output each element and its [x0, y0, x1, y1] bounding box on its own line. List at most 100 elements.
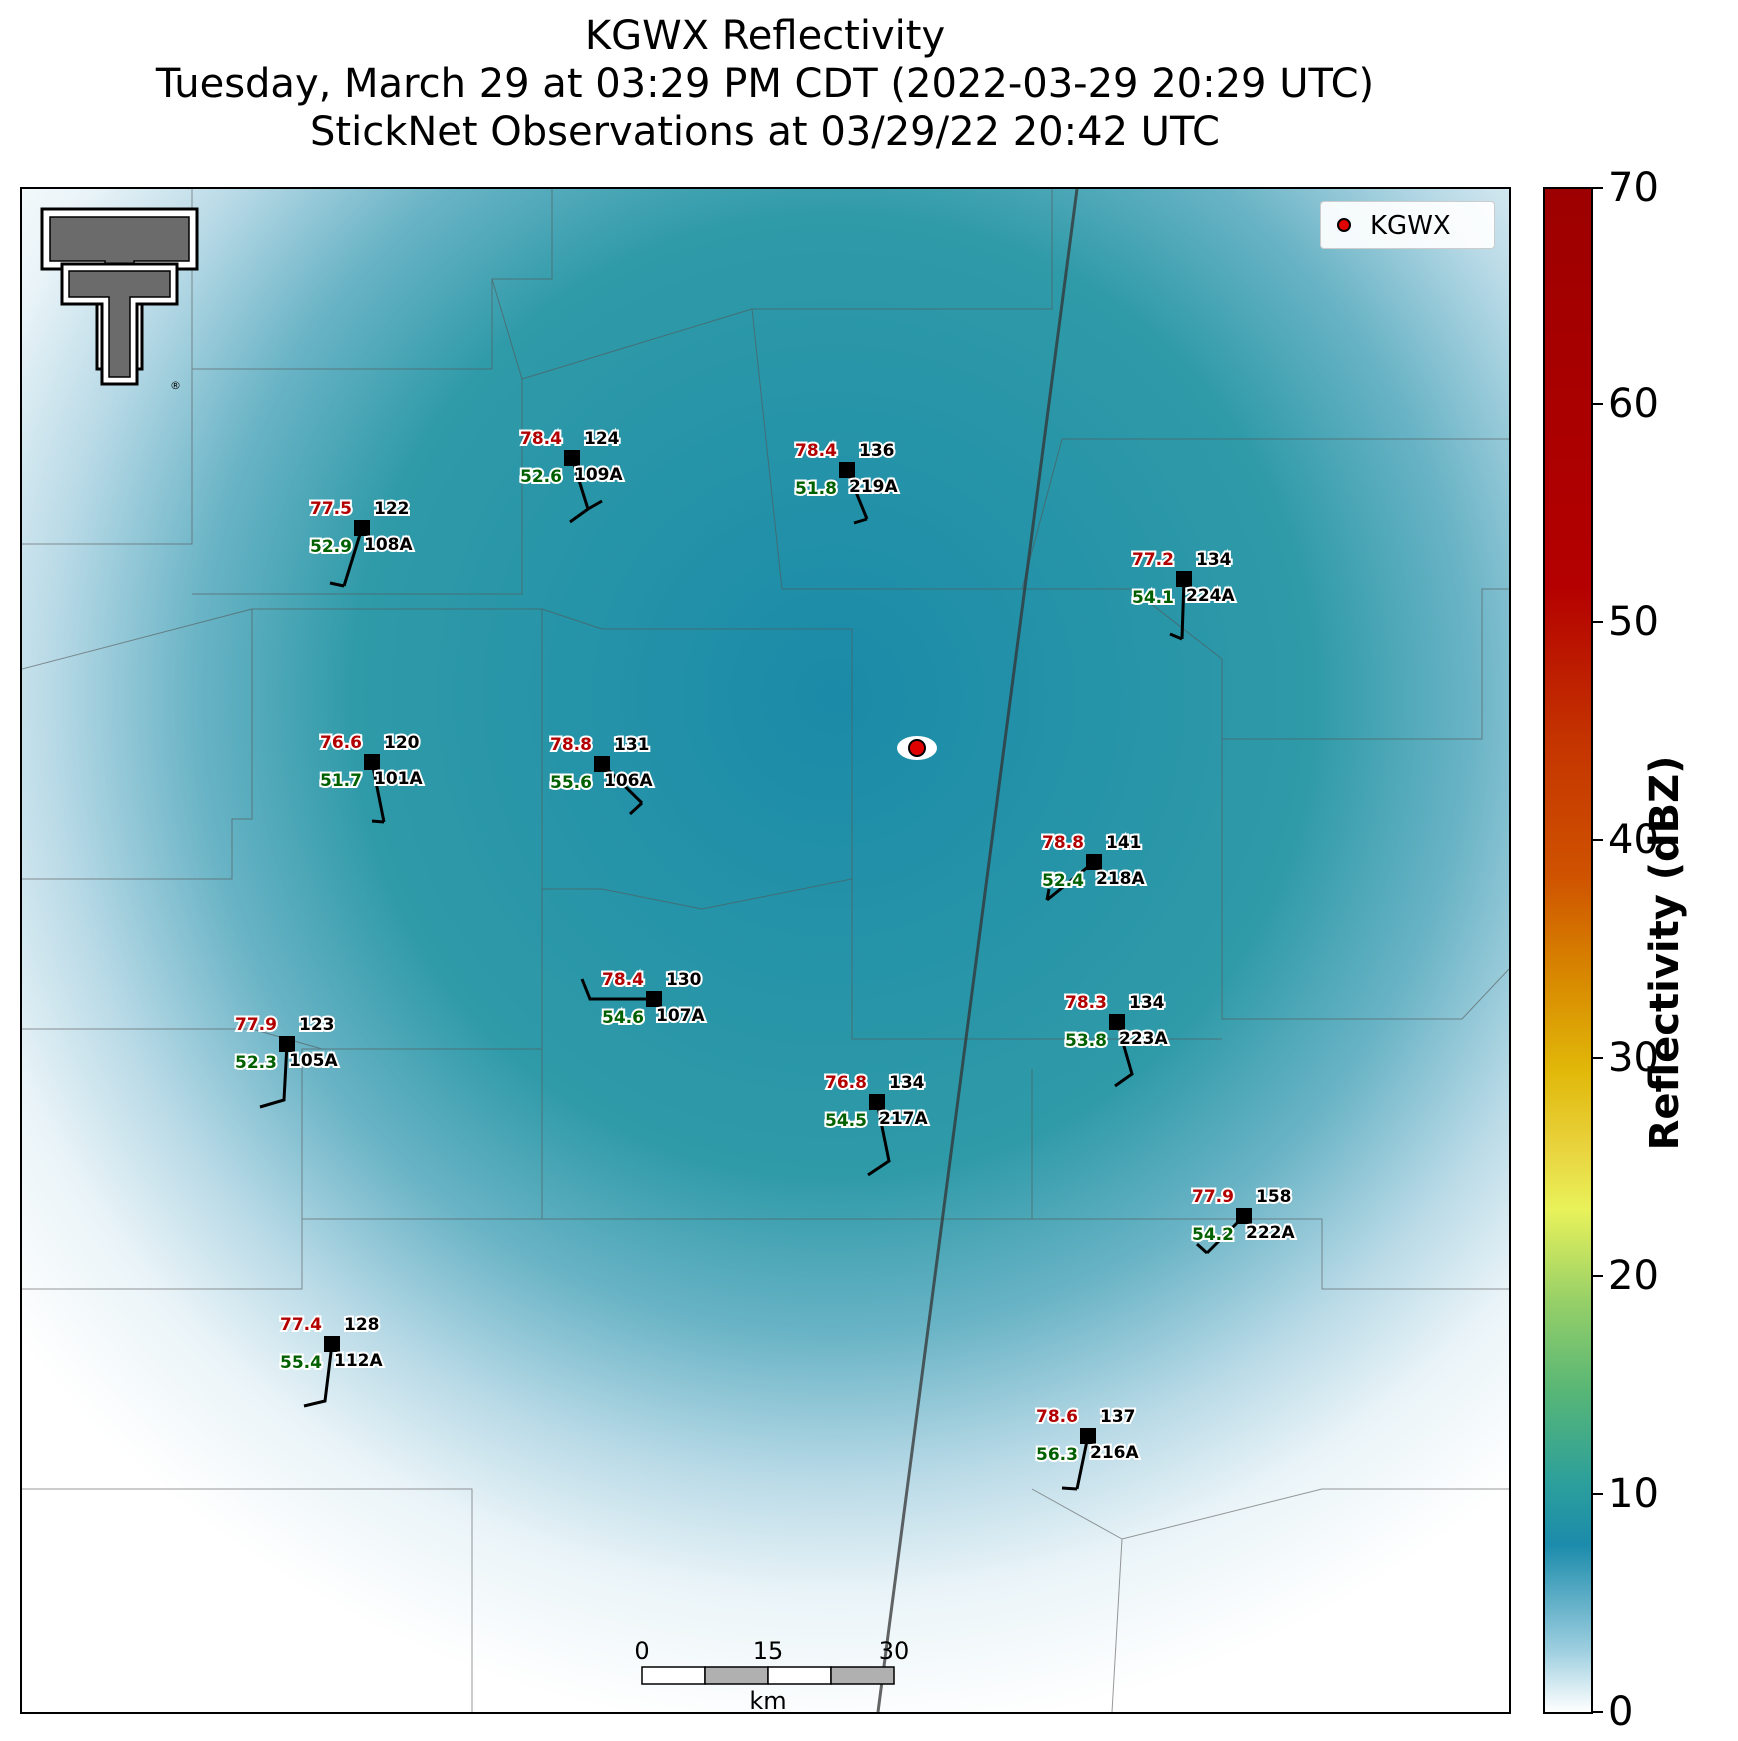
- station-wind-direction: 141: [1106, 833, 1142, 853]
- colorbar-tick: [1593, 187, 1603, 189]
- station-marker[interactable]: [564, 450, 580, 466]
- station-marker[interactable]: [1176, 571, 1192, 587]
- station-wind-direction: 123: [299, 1015, 335, 1035]
- wind-barb-icon: [580, 978, 654, 1001]
- station-temperature: 78.8: [550, 735, 592, 755]
- wind-barb-staff: [1075, 1435, 1090, 1490]
- station-marker[interactable]: [839, 462, 855, 478]
- wind-barb-icon: [1061, 1435, 1090, 1491]
- colorbar-tick: [1593, 403, 1603, 405]
- station-dewpoint: 53.8: [1065, 1031, 1107, 1051]
- county-line: [1031, 1488, 1509, 1540]
- station-marker[interactable]: [594, 756, 610, 772]
- station-temperature: 78.8: [1042, 833, 1084, 853]
- station-dewpoint: 51.8: [795, 479, 837, 499]
- station-marker[interactable]: [1080, 1428, 1096, 1444]
- wind-barb-icon: [845, 469, 869, 525]
- county-boundaries: [22, 189, 1509, 1712]
- station-id: 217A: [879, 1109, 928, 1129]
- map-legend: KGWX: [1320, 201, 1495, 249]
- station-marker[interactable]: [646, 991, 662, 1007]
- title-line-radar: KGWX Reflectivity: [584, 13, 946, 59]
- wind-barb-flag: [853, 517, 868, 525]
- station-temperature: 77.4: [280, 1315, 322, 1335]
- wind-barb-icon: [370, 761, 386, 824]
- station-224A[interactable]: 77.2 134 54.1 224A: [1130, 548, 1237, 641]
- station-wind-direction: 158: [1256, 1187, 1292, 1207]
- scale-bar-segment: [641, 1666, 706, 1685]
- county-line: [22, 609, 253, 880]
- colorbar-tick: [1593, 1275, 1603, 1277]
- station-marker[interactable]: [364, 754, 380, 770]
- station-dewpoint: 52.4: [1042, 871, 1084, 891]
- station-temperature: 78.6: [1036, 1407, 1078, 1427]
- station-id: 219A: [849, 477, 898, 497]
- county-line: [1221, 739, 1509, 1020]
- station-marker[interactable]: [324, 1336, 340, 1352]
- station-wind-direction: 128: [344, 1315, 380, 1335]
- station-217A[interactable]: 76.8 134 54.5 217A: [823, 1071, 930, 1177]
- station-id: 216A: [1090, 1443, 1139, 1463]
- colorbar-tick-label: 50: [1608, 599, 1659, 645]
- station-marker[interactable]: [354, 520, 370, 536]
- station-marker[interactable]: [1236, 1208, 1252, 1224]
- station-216A[interactable]: 78.6 137 56.3 216A: [1034, 1405, 1141, 1491]
- station-id: 223A: [1119, 1029, 1168, 1049]
- station-105A[interactable]: 77.9 123 52.3 105A: [233, 1013, 340, 1109]
- station-112A[interactable]: 77.4 128 55.4 112A: [278, 1313, 385, 1408]
- wind-barb-flag: [371, 819, 385, 824]
- station-dewpoint: 54.5: [825, 1111, 867, 1131]
- station-219A[interactable]: 78.4 136 51.8 219A: [793, 439, 900, 525]
- radar-site-kgwx-marker[interactable]: [908, 739, 926, 757]
- scale-bar-label-15: 15: [753, 1637, 784, 1665]
- station-dewpoint: 55.4: [280, 1353, 322, 1373]
- wind-barb-staff: [370, 761, 386, 823]
- station-108A[interactable]: 77.5 122 52.9 108A: [308, 497, 415, 588]
- county-line: [542, 1218, 1509, 1290]
- station-dewpoint: 52.9: [310, 537, 352, 557]
- scale-bar-segment: [704, 1666, 769, 1685]
- wind-barb-icon: [303, 1343, 334, 1408]
- wind-barb-staff: [259, 1043, 289, 1109]
- county-line: [541, 608, 853, 910]
- station-107A[interactable]: 78.4 130 54.6 107A: [580, 968, 707, 1030]
- station-wind-direction: 136: [859, 441, 895, 461]
- station-wind-direction: 134: [889, 1073, 925, 1093]
- wind-barb-staff: [342, 527, 364, 587]
- wind-barb-icon: [1169, 578, 1186, 641]
- station-id: 109A: [574, 465, 623, 485]
- colorbar-tick-label: 60: [1608, 381, 1659, 427]
- station-id: 218A: [1096, 869, 1145, 889]
- radar-map[interactable]: ® 78.4 124 52.6 109A 78.4 136 51.8 219A 77.5 122 5…: [20, 187, 1511, 1714]
- colorbar-tick: [1593, 621, 1603, 623]
- station-marker[interactable]: [869, 1094, 885, 1110]
- station-wind-direction: 131: [614, 735, 650, 755]
- wind-barb-flag: [1045, 888, 1051, 901]
- texas-tech-double-t-logo: ®: [40, 207, 199, 392]
- radar-site-marker[interactable]: [897, 736, 937, 760]
- station-222A[interactable]: 77.9 158 54.2 222A: [1190, 1185, 1297, 1255]
- station-dewpoint: 52.6: [520, 467, 562, 487]
- station-106A[interactable]: 78.8 131 55.6 106A: [548, 733, 655, 816]
- legend-radar-marker-icon: [1337, 218, 1351, 232]
- title-line-observations: StickNet Observations at 03/29/22 20:42 …: [310, 109, 1220, 155]
- station-temperature: 78.4: [602, 970, 644, 990]
- station-dewpoint: 52.3: [235, 1053, 277, 1073]
- station-223A[interactable]: 78.3 134 53.8 223A: [1063, 991, 1170, 1088]
- station-218A[interactable]: 78.8 141 52.4 218A: [1040, 831, 1147, 902]
- county-line: [1022, 588, 1509, 740]
- station-id: 108A: [364, 535, 413, 555]
- wind-barb-icon: [329, 527, 364, 588]
- station-marker[interactable]: [1086, 854, 1102, 870]
- station-temperature: 78.3: [1065, 993, 1107, 1013]
- station-109A[interactable]: 78.4 124 52.6 109A: [518, 427, 625, 524]
- wind-barb-flag: [628, 801, 644, 816]
- colorbar-tick-label: 30: [1608, 1035, 1659, 1081]
- scale-bar-segment: [767, 1666, 832, 1685]
- station-marker[interactable]: [279, 1036, 295, 1052]
- station-101A[interactable]: 76.6 120 51.7 101A: [318, 731, 425, 824]
- station-marker[interactable]: [1109, 1014, 1125, 1030]
- station-temperature: 77.2: [1132, 550, 1174, 570]
- logo-mid-t-inner: [68, 270, 171, 378]
- station-temperature: 77.9: [1192, 1187, 1234, 1207]
